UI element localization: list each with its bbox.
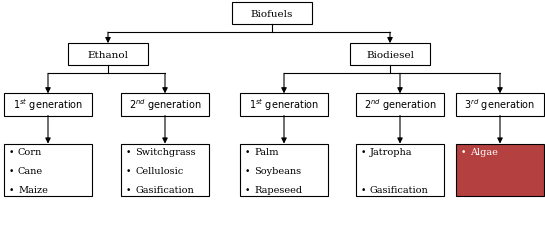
Text: •: • bbox=[9, 166, 14, 176]
Text: $1^{st}$ generation: $1^{st}$ generation bbox=[249, 97, 319, 113]
Text: •: • bbox=[126, 166, 131, 176]
Text: Corn: Corn bbox=[18, 148, 43, 156]
Text: Biodiesel: Biodiesel bbox=[366, 51, 414, 59]
Bar bbox=[4, 144, 92, 196]
Text: Cane: Cane bbox=[18, 166, 43, 176]
Text: $1^{st}$ generation: $1^{st}$ generation bbox=[13, 97, 83, 113]
Text: Gasification: Gasification bbox=[135, 186, 194, 194]
Bar bbox=[456, 94, 544, 116]
Text: Maize: Maize bbox=[18, 186, 48, 194]
Bar bbox=[356, 144, 444, 196]
Bar bbox=[350, 44, 430, 66]
Text: Soybeans: Soybeans bbox=[254, 166, 301, 176]
Bar bbox=[121, 144, 209, 196]
Text: •: • bbox=[245, 186, 250, 194]
Bar bbox=[356, 94, 444, 116]
Text: $2^{nd}$ generation: $2^{nd}$ generation bbox=[129, 97, 201, 113]
Bar bbox=[232, 3, 312, 25]
Text: •: • bbox=[461, 148, 467, 156]
Text: Palm: Palm bbox=[254, 148, 278, 156]
Text: Switchgrass: Switchgrass bbox=[135, 148, 196, 156]
Text: •: • bbox=[126, 186, 131, 194]
Text: Cellulosic: Cellulosic bbox=[135, 166, 183, 176]
Text: $2^{nd}$ generation: $2^{nd}$ generation bbox=[364, 97, 437, 113]
Text: $3^{rd}$ generation: $3^{rd}$ generation bbox=[464, 97, 536, 113]
Text: Jatropha: Jatropha bbox=[370, 148, 413, 156]
Text: •: • bbox=[126, 148, 131, 156]
Text: •: • bbox=[245, 166, 250, 176]
Text: Biofuels: Biofuels bbox=[251, 9, 293, 18]
Bar bbox=[456, 144, 544, 196]
Text: Ethanol: Ethanol bbox=[88, 51, 129, 59]
Text: •: • bbox=[245, 148, 250, 156]
Bar bbox=[240, 144, 328, 196]
Bar bbox=[4, 94, 92, 116]
Text: •: • bbox=[9, 148, 14, 156]
Bar bbox=[68, 44, 148, 66]
Text: Algae: Algae bbox=[470, 148, 498, 156]
Bar bbox=[121, 94, 209, 116]
Text: Rapeseed: Rapeseed bbox=[254, 186, 302, 194]
Text: •: • bbox=[361, 186, 366, 194]
Text: •: • bbox=[9, 186, 14, 194]
Text: Gasification: Gasification bbox=[370, 186, 429, 194]
Text: •: • bbox=[361, 148, 366, 156]
Bar bbox=[240, 94, 328, 116]
